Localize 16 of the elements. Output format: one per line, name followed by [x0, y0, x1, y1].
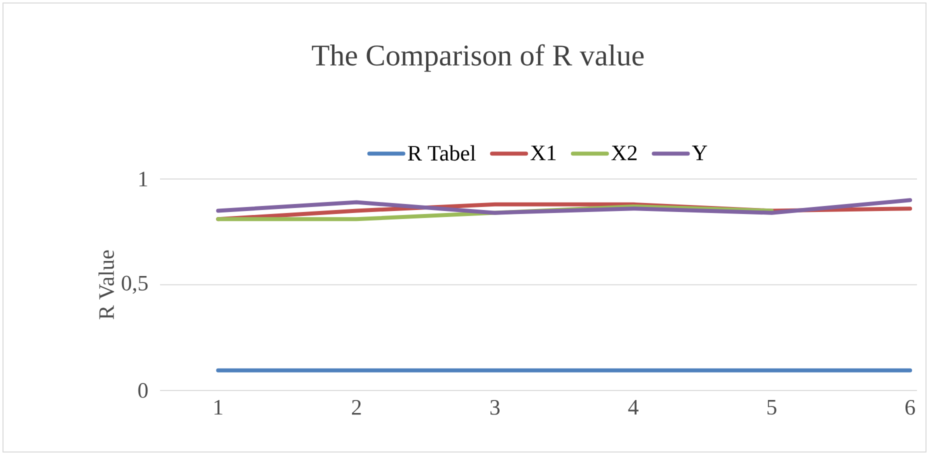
line-series [216, 198, 912, 215]
x-tick-label: 6 [906, 400, 915, 415]
legend-label: X1 [530, 146, 556, 160]
x-tick-label: 1 [214, 400, 222, 415]
y-axis-title: R Value [98, 250, 114, 320]
legend-label: X2 [611, 146, 637, 160]
legend-label: Y [692, 146, 708, 160]
x-tick-label: 2 [352, 400, 361, 415]
x-tick-label: 4 [628, 400, 638, 414]
legend-label: R Tabel [408, 145, 476, 161]
x-tick-label: 3 [490, 400, 500, 415]
y-tick-label: 0,5 [122, 276, 148, 294]
y-tick-label: 0 [138, 383, 148, 398]
x-tick-label: 5 [767, 400, 776, 415]
y-tick-label: 1 [139, 172, 148, 186]
chart-title: The Comparison of R value [312, 44, 644, 72]
